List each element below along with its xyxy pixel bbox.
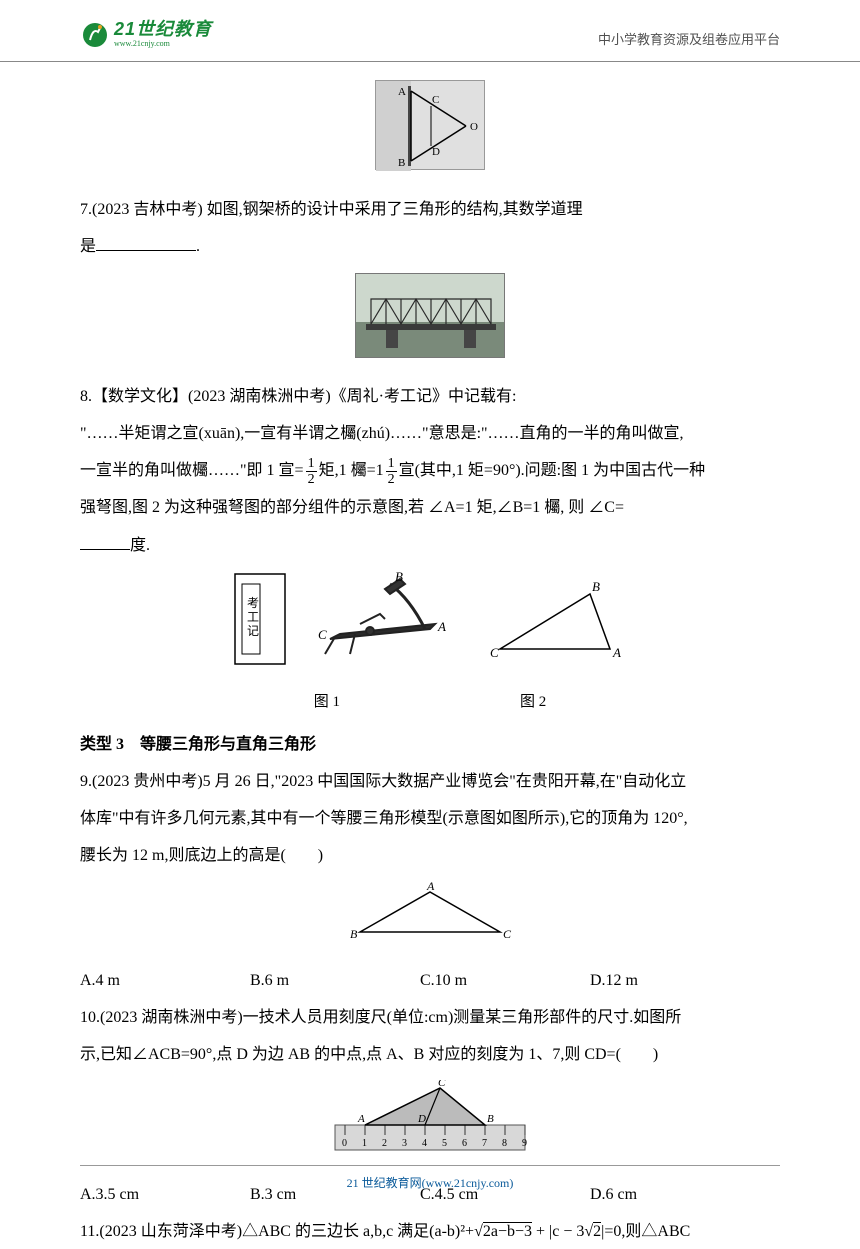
q10-line1: 10.(2023 湖南株洲中考)一技术人员用刻度尺(单位:cm)测量某三角形部件… <box>80 1000 780 1035</box>
logo-text-en: www.21cnjy.com <box>114 40 212 48</box>
q8-fig-book: 考 工 记 <box>230 569 290 682</box>
svg-text:5: 5 <box>442 1138 447 1149</box>
svg-text:B: B <box>350 927 358 941</box>
svg-text:2: 2 <box>382 1138 387 1149</box>
svg-text:C: C <box>438 1080 446 1089</box>
q8-figures: 考 工 记 C A B <box>80 569 780 682</box>
q9-optD: D.12 m <box>590 963 760 998</box>
logo-text-block: 21世纪教育 www.21cnjy.com <box>114 20 212 48</box>
q8-l3c: 宣(其中,1 矩=90°).问题:图 1 为中国古代一种 <box>399 462 706 479</box>
svg-text:A: A <box>437 619 446 634</box>
q9-optA: A.4 m <box>80 963 250 998</box>
q7-line2-suffix: . <box>196 238 200 255</box>
q8-frac1: 12 <box>306 456 317 488</box>
q10-figure: 0 1 2 3 4 5 6 7 8 9 A D B C <box>80 1080 780 1168</box>
figure-bridge <box>80 273 780 371</box>
q11-c: |=0,则△ABC <box>601 1223 690 1240</box>
header-right-text: 中小学教育资源及组卷应用平台 <box>598 20 780 55</box>
svg-text:7: 7 <box>482 1138 487 1149</box>
svg-text:A: A <box>357 1113 365 1125</box>
logo: 21世纪教育 www.21cnjy.com <box>80 20 212 50</box>
page-header: 21世纪教育 www.21cnjy.com 中小学教育资源及组卷应用平台 <box>0 20 860 62</box>
q8-line5: 度. <box>80 528 780 563</box>
q7-line1: 7.(2023 吉林中考) 如图,钢架桥的设计中采用了三角形的结构,其数学道理 <box>80 192 780 227</box>
svg-text:D: D <box>432 146 440 158</box>
q11-line: 11.(2023 山东菏泽中考)△ABC 的三边长 a,b,c 满足(a-b)²… <box>80 1214 780 1249</box>
q9-line2: 体库"中有许多几何元素,其中有一个等腰三角形模型(示意图如图所示),它的顶角为 … <box>80 801 780 836</box>
q7-line2-prefix: 是 <box>80 238 96 255</box>
q9-line3: 腰长为 12 m,则底边上的高是( ) <box>80 838 780 873</box>
q8-l4-text: 强弩图,图 2 为这种强弩图的部分组件的示意图,若 ∠A=1 矩,∠B=1 欘,… <box>80 499 624 516</box>
q9-line1: 9.(2023 贵州中考)5 月 26 日,"2023 中国国际大数据产业博览会… <box>80 764 780 799</box>
page-footer: 21 世纪教育网(www.21cnjy.com) <box>80 1165 780 1196</box>
q7-blank <box>96 232 196 251</box>
q8-fig-crossbow: C A B <box>310 569 460 682</box>
q8-line3: 一宣半的角叫做欘……"即 1 宣=12矩,1 欘=112宣(其中,1 矩=90°… <box>80 453 780 488</box>
q8-fig-triangle: C A B <box>480 579 630 682</box>
q11-rad2: √2 <box>584 1222 601 1240</box>
svg-text:C: C <box>490 645 499 660</box>
q8-l3b: 矩,1 欘=1 <box>319 462 384 479</box>
svg-text:A: A <box>398 86 406 98</box>
svg-text:1: 1 <box>362 1138 367 1149</box>
q8-fig-labels: 图 1 图 2 <box>80 686 780 719</box>
svg-text:A: A <box>426 882 435 893</box>
q9-figure: B C A <box>80 882 780 955</box>
q8-line1: 8.【数学文化】(2023 湖南株洲中考)《周礼·考工记》中记载有: <box>80 379 780 414</box>
q8-frac2: 12 <box>386 456 397 488</box>
q11-rad1: √2a−b−3 <box>474 1222 532 1240</box>
svg-text:B: B <box>398 157 405 169</box>
q8-line2: "……半矩谓之宣(xuān),一宣有半谓之欘(zhú)……"意思是:"……直角的… <box>80 416 780 451</box>
svg-text:考: 考 <box>247 596 259 610</box>
q8-l3a: 一宣半的角叫做欘……"即 1 宣= <box>80 462 304 479</box>
svg-text:8: 8 <box>502 1138 507 1149</box>
logo-mark <box>80 20 110 50</box>
q8-fig2-label: 图 2 <box>520 686 546 719</box>
figure-q6-box: A B C D O <box>375 80 485 170</box>
logo-text-cn: 21世纪教育 <box>114 20 212 40</box>
q9-options: A.4 m B.6 m C.10 m D.12 m <box>80 963 780 998</box>
svg-text:0: 0 <box>342 1138 347 1149</box>
svg-text:C: C <box>318 627 327 642</box>
svg-text:D: D <box>417 1113 426 1125</box>
section3-title: 类型 3 等腰三角形与直角三角形 <box>80 727 780 762</box>
bridge-image <box>355 273 505 358</box>
page-content: A B C D O 7.(2023 吉林中考) 如图,钢架桥的设计中采用了三角形… <box>80 80 780 1249</box>
svg-text:C: C <box>503 927 512 941</box>
svg-text:记: 记 <box>247 624 259 638</box>
svg-text:B: B <box>487 1113 494 1125</box>
q8-l5-text: 度. <box>130 537 150 554</box>
q11-b: + |c − 3 <box>532 1223 584 1240</box>
q8-fig1-label: 图 1 <box>314 686 340 719</box>
svg-text:A: A <box>612 645 621 660</box>
svg-text:工: 工 <box>247 610 259 624</box>
svg-text:4: 4 <box>422 1138 427 1149</box>
q10-line2: 示,已知∠ACB=90°,点 D 为边 AB 的中点,点 A、B 对应的刻度为 … <box>80 1037 780 1072</box>
svg-text:B: B <box>395 569 403 584</box>
q8-line4: 强弩图,图 2 为这种强弩图的部分组件的示意图,若 ∠A=1 矩,∠B=1 欘,… <box>80 490 780 525</box>
q9-optB: B.6 m <box>250 963 420 998</box>
q9-optC: C.10 m <box>420 963 590 998</box>
q7-line2: 是. <box>80 229 780 264</box>
figure-q6: A B C D O <box>80 80 780 184</box>
q8-blank <box>80 530 130 549</box>
q11-a: 11.(2023 山东菏泽中考)△ABC 的三边长 a,b,c 满足(a-b)²… <box>80 1223 474 1240</box>
svg-text:9: 9 <box>522 1138 527 1149</box>
svg-text:C: C <box>432 94 439 106</box>
svg-text:B: B <box>592 579 600 594</box>
svg-text:O: O <box>470 121 478 133</box>
svg-text:3: 3 <box>402 1138 407 1149</box>
svg-text:6: 6 <box>462 1138 467 1149</box>
